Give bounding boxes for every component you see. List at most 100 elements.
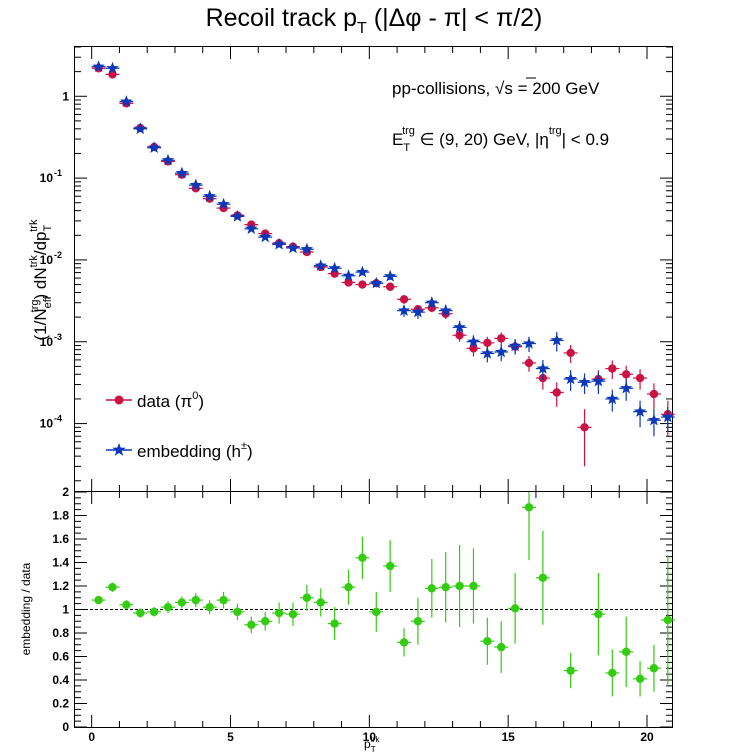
ratio-point <box>441 582 450 592</box>
top-y-axis-label: (1/Nefftrg) dNtrk/dpTtrk <box>28 219 54 340</box>
top-y-tick-exponent: -3 <box>54 332 62 342</box>
ratio-point <box>205 602 214 612</box>
embedding-point <box>508 339 522 352</box>
top-y-tick-exponent: -2 <box>54 250 62 260</box>
embedding-point <box>356 265 369 278</box>
bottom-y-tick-label: 0 <box>62 720 69 734</box>
embedding-point <box>550 333 563 346</box>
embedding-point <box>148 141 161 153</box>
xlabel-b: T <box>371 745 376 754</box>
embedding-point <box>259 230 272 243</box>
embedding-point <box>231 209 244 222</box>
ratio-point <box>399 638 409 647</box>
ratio-point <box>191 595 200 605</box>
top-y-tick-label: 10 <box>40 253 54 267</box>
bottom-y-tick-label: 1.2 <box>52 579 69 593</box>
embedding-point <box>606 392 619 405</box>
bottom-y-tick-label: 1.4 <box>52 556 69 570</box>
embedding-point <box>342 269 355 281</box>
bottom-axes: 0 5 10 15 20 0 0.2 0.4 0.6 0.8 1 1.2 1.4 1.6 1.8 2 <box>52 485 672 744</box>
annotation-cuts: ETtrg ∈ (9, 20) GeV, |ηtrg| < 0.9 <box>392 125 609 154</box>
legend-emb-text: embedding (h <box>137 442 241 461</box>
tick-mantissa: 10 <box>40 335 54 349</box>
chart-title: Recoil track pT (|Δφ - π| < π/2) <box>206 4 543 37</box>
ratio-point <box>635 674 645 684</box>
title-rest: (|Δφ - π| < π/2) <box>367 4 543 32</box>
ratio-point <box>372 607 381 617</box>
embedding-point <box>522 337 536 349</box>
ratio-point <box>538 573 548 582</box>
ratio-point <box>261 617 270 626</box>
embedding-point <box>481 346 494 359</box>
embedding-point <box>425 296 438 308</box>
embedding-point <box>411 305 425 318</box>
ratio-point <box>274 608 284 618</box>
ratio-point <box>330 619 339 628</box>
embedding-point <box>106 61 119 74</box>
data-point <box>483 338 492 348</box>
data-point <box>608 364 617 373</box>
embedding-point <box>467 335 480 347</box>
embedding-point <box>536 362 550 374</box>
bottom-y-tick-label: 1.6 <box>52 532 69 546</box>
xlabel-c: trk <box>371 735 381 744</box>
embedding-point <box>286 241 300 254</box>
data-point <box>566 348 575 358</box>
bottom-x-axis-label: pTtrk <box>364 735 380 754</box>
embedding-point <box>161 153 175 166</box>
cuts-c: trg <box>402 125 415 137</box>
embedding-point <box>189 178 202 191</box>
ratio-point <box>427 584 437 593</box>
ratio-point <box>288 610 298 619</box>
ratio-point <box>497 642 506 652</box>
ylabel-e: trk <box>28 255 40 268</box>
data-point <box>358 280 367 289</box>
data-point <box>635 373 645 383</box>
ratio-point <box>247 620 256 629</box>
top-y-tick-label: 10 <box>40 417 54 431</box>
bottom-y-tick-label: 0.2 <box>52 697 69 711</box>
ylabel-f: /dp <box>31 231 50 255</box>
cuts-f: | < 0.9 <box>562 130 609 149</box>
ratio-point <box>233 607 242 617</box>
sqrt-symbol: √ <box>495 79 505 98</box>
ratio-point <box>469 581 478 591</box>
legend-entry-data: data (π0) <box>106 390 204 411</box>
data-point <box>399 295 409 304</box>
ylabel-c: trg <box>29 299 41 312</box>
bottom-y-tick-label: 1 <box>62 603 69 617</box>
ratio-point <box>122 600 131 609</box>
ratio-point <box>524 503 534 512</box>
bottom-x-tick-label: 20 <box>640 730 654 744</box>
data-point <box>497 334 506 343</box>
ratio-point <box>510 604 520 613</box>
bottom-y-tick-label: 0.8 <box>52 626 69 640</box>
ratio-point <box>455 581 464 591</box>
legend-emb-end: ) <box>247 442 253 461</box>
legend-data-end: ) <box>198 392 204 411</box>
embedding-point <box>647 413 661 426</box>
bottom-x-tick-label: 10 <box>363 730 377 744</box>
ylabel-d: ) dN <box>31 267 50 299</box>
top-y-tick-exponent: -4 <box>54 414 62 424</box>
ratio-point <box>649 664 659 673</box>
top-data-marks <box>91 60 675 467</box>
data-point <box>649 389 659 399</box>
embedding-point <box>272 237 286 250</box>
embedding-point <box>92 60 105 72</box>
embedding-point <box>175 166 189 179</box>
embedding-point <box>661 410 674 423</box>
legend-marker-data <box>114 395 124 405</box>
ratio-point <box>136 608 145 618</box>
embedding-point <box>633 405 647 417</box>
ratio-point <box>302 593 312 602</box>
bottom-data-marks <box>91 492 675 697</box>
top-y-tick-label: 10 <box>40 335 54 349</box>
embedding-point <box>439 304 452 316</box>
bottom-plot-frame <box>74 491 673 728</box>
embedding-point <box>217 197 230 210</box>
ratio-point <box>149 607 159 617</box>
xlabel-a: p <box>364 737 371 751</box>
legend: data (π0) embedding (h±) <box>106 390 253 461</box>
ratio-point <box>108 582 117 592</box>
